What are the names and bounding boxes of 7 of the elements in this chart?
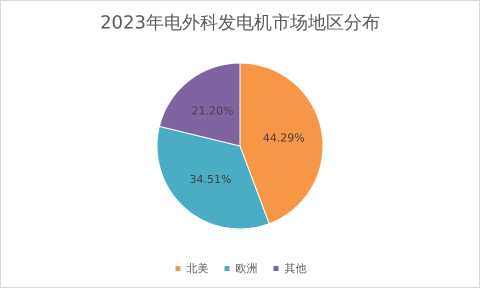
legend-label: 其他: [284, 262, 306, 275]
legend-label: 欧洲: [236, 262, 258, 275]
data-label: 21.20%: [192, 104, 234, 118]
data-label: 44.29%: [262, 132, 305, 145]
chart-title: 2023年电外科发电机市场地区分布: [100, 12, 380, 34]
data-label: 34.51%: [190, 172, 232, 186]
legend-label: 北美: [186, 262, 208, 275]
